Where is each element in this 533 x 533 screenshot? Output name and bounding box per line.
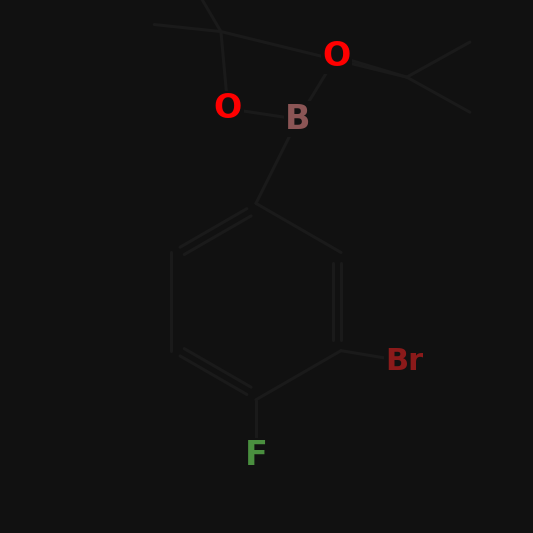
Text: O: O <box>322 39 351 72</box>
Text: B: B <box>285 103 311 136</box>
Text: Br: Br <box>385 346 423 376</box>
Text: F: F <box>245 439 268 472</box>
Text: O: O <box>214 92 242 125</box>
